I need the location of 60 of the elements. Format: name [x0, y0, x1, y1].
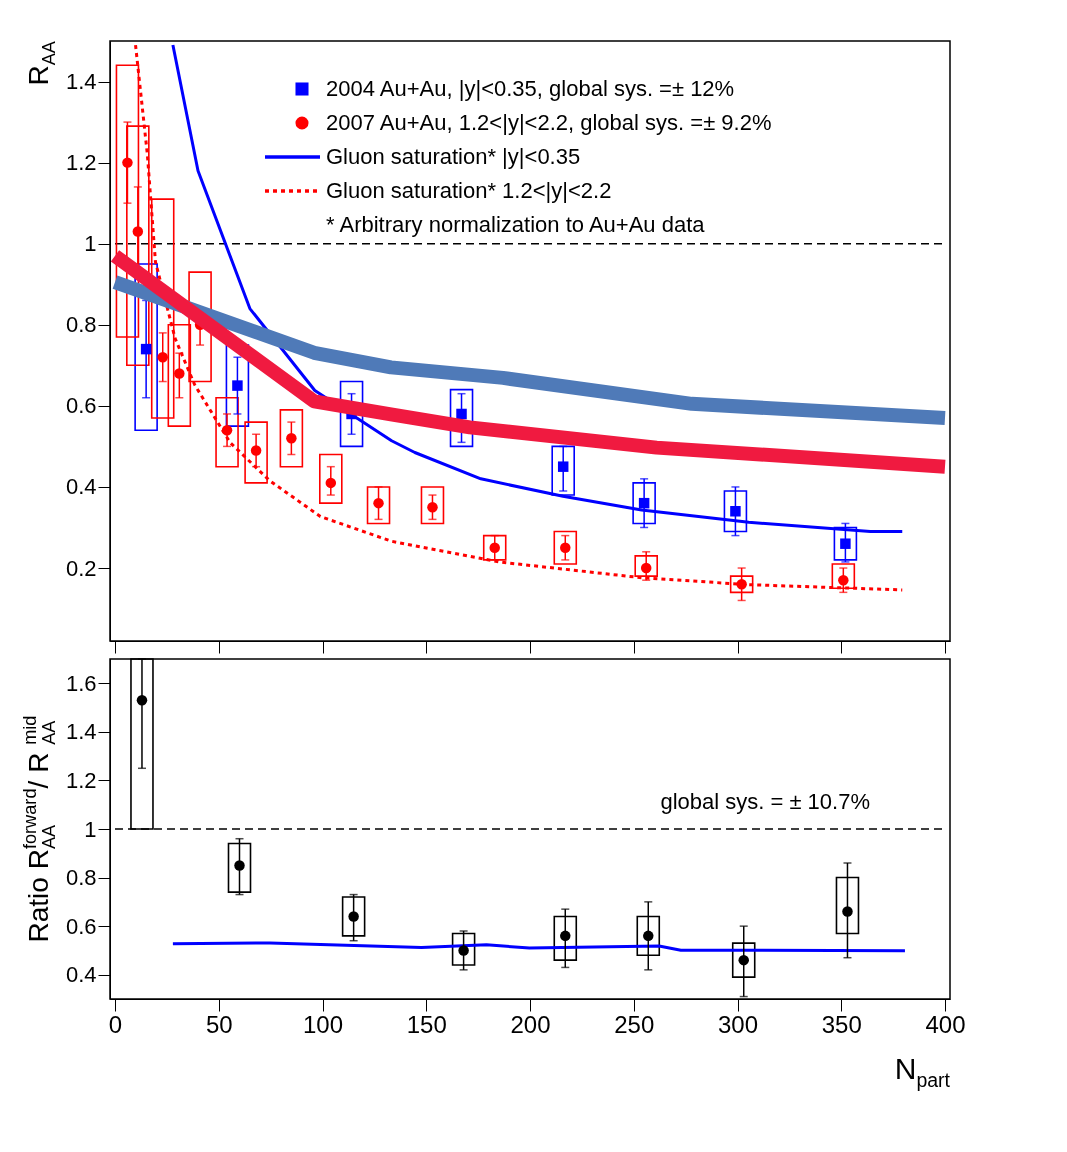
- y-tick-label: 0.6: [65, 913, 97, 939]
- x-tick-label: 0: [108, 1010, 123, 1038]
- y-tick-label: 0.8: [65, 865, 97, 891]
- point: [250, 445, 262, 456]
- bar: [227, 842, 252, 893]
- legend-label: Gluon saturation* 1.2<|y|<2.2: [326, 178, 612, 203]
- y-tick-label: 1.4: [65, 69, 97, 95]
- x-tick-label: 150: [406, 1010, 447, 1038]
- bar: [215, 396, 239, 468]
- point: [232, 380, 243, 391]
- bar: [341, 896, 366, 937]
- x-tick-label: 200: [510, 1010, 551, 1038]
- point: [286, 433, 297, 444]
- x-tick-label: 350: [821, 1010, 862, 1038]
- point: [174, 368, 185, 379]
- legend-label: 2007 Au+Au, 1.2<|y|<2.2, global sys. =± 9.2%: [326, 110, 772, 135]
- bar: [634, 555, 658, 577]
- bar: [279, 409, 304, 468]
- point: [325, 477, 337, 489]
- bar: [551, 445, 575, 496]
- y-tick-label: 1.2: [65, 767, 97, 793]
- annotation: * Arbitrary normalization to Au+Au data: [326, 212, 706, 237]
- point: [234, 860, 245, 871]
- y-tick-label: 1: [84, 816, 97, 842]
- bar: [244, 421, 268, 484]
- bar: [482, 534, 507, 561]
- bar: [366, 486, 391, 525]
- y-tick-label: 0.2: [65, 555, 97, 581]
- y-tick-label: 1.4: [65, 719, 97, 745]
- point: [842, 906, 853, 917]
- point: [132, 226, 144, 237]
- point: [122, 157, 133, 168]
- line-series: [171, 941, 907, 953]
- x-tick-label: 100: [302, 1010, 344, 1038]
- annotation: global sys. = ± 10.7%: [660, 788, 870, 814]
- y-tick-label: 1.2: [65, 150, 97, 176]
- legend-label: 2004 Au+Au, |y|<0.35, global sys. =± 12%: [326, 76, 735, 101]
- point: [140, 343, 152, 355]
- y-tick-label: 1.6: [65, 670, 97, 696]
- point: [157, 351, 168, 363]
- bar: [451, 932, 476, 966]
- point: [557, 461, 569, 472]
- x-tick-label: 250: [614, 1010, 655, 1038]
- y-tick-label: 0.8: [65, 312, 97, 338]
- point: [136, 695, 148, 706]
- y-tick-label: 0.4: [65, 962, 97, 988]
- point: [456, 408, 467, 420]
- legend-label: Gluon saturation* |y|<0.35: [326, 144, 581, 169]
- y-tick-label: 0.6: [65, 393, 97, 419]
- text: Ratio RforwardAA / RmidAA: [20, 715, 59, 943]
- bar: [632, 482, 656, 525]
- x-tick-label: 300: [717, 1010, 759, 1038]
- x-tick-label: 400: [925, 1010, 966, 1038]
- y-tick-label: 0.4: [65, 474, 97, 500]
- y-tick-label: 1: [84, 231, 97, 257]
- x-tick-label: 50: [205, 1010, 233, 1038]
- bar: [553, 530, 578, 565]
- y-axis-title: RAA: [23, 40, 59, 86]
- bar: [420, 486, 445, 525]
- bar: [319, 453, 343, 504]
